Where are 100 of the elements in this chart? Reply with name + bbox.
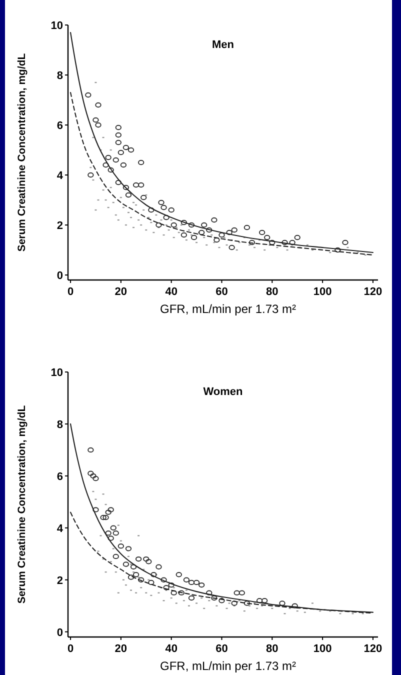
point — [115, 140, 122, 146]
point — [206, 590, 212, 596]
point — [264, 234, 270, 240]
point — [334, 247, 341, 253]
point — [108, 167, 114, 173]
text: Men — [212, 39, 234, 51]
point — [188, 580, 195, 586]
point — [218, 232, 225, 238]
point — [112, 157, 119, 163]
x-axis-title: GFR, mL/min per 1.73 m² — [160, 302, 296, 316]
y-tick-label: 6 — [56, 120, 63, 132]
point — [150, 572, 157, 578]
point — [130, 564, 137, 570]
point — [244, 224, 250, 230]
point — [156, 222, 162, 228]
point — [108, 507, 114, 512]
point — [206, 227, 212, 233]
point — [92, 507, 99, 512]
point — [118, 150, 124, 156]
point — [88, 172, 94, 178]
point — [143, 556, 150, 562]
point — [125, 192, 132, 198]
point — [112, 530, 119, 536]
point — [102, 514, 109, 520]
point — [163, 214, 170, 220]
point — [244, 600, 250, 606]
point — [183, 577, 190, 582]
point — [102, 162, 109, 168]
point — [180, 232, 188, 238]
point — [211, 595, 218, 601]
point — [198, 230, 205, 236]
x-tick-label: 120 — [364, 286, 382, 298]
point — [125, 546, 132, 552]
point — [132, 572, 140, 578]
x-tick-label: 100 — [313, 286, 332, 298]
point — [160, 204, 167, 210]
point — [115, 124, 122, 130]
y-tick-label: 6 — [56, 470, 63, 483]
y-tick-label: 8 — [56, 70, 63, 82]
point — [231, 227, 238, 233]
point — [269, 240, 276, 246]
point — [115, 132, 122, 138]
point — [85, 92, 92, 98]
point — [342, 240, 348, 246]
point — [105, 530, 112, 536]
point — [261, 598, 268, 604]
point — [148, 207, 154, 213]
text: Women — [203, 386, 244, 398]
point — [105, 154, 112, 160]
y-tick-label: 2 — [56, 574, 63, 587]
point — [258, 230, 266, 236]
y-tick-label: 10 — [50, 367, 63, 379]
point — [92, 476, 99, 482]
point — [198, 582, 205, 588]
point — [158, 200, 164, 206]
point — [92, 117, 99, 123]
x-tick-label: 40 — [165, 643, 178, 655]
point — [238, 590, 245, 596]
point — [138, 160, 144, 166]
point — [248, 240, 256, 246]
point — [160, 577, 167, 582]
point — [170, 590, 177, 596]
point — [148, 580, 154, 586]
point — [122, 144, 130, 150]
point — [95, 102, 102, 108]
y-tick-label: 10 — [50, 20, 63, 32]
point — [193, 580, 200, 586]
x-tick-label: 120 — [364, 643, 382, 655]
x-tick-label: 80 — [266, 286, 278, 298]
point — [88, 470, 94, 476]
point — [90, 473, 96, 479]
point — [156, 564, 162, 570]
point — [112, 554, 119, 560]
point — [234, 590, 240, 596]
point — [168, 582, 174, 588]
point — [118, 543, 124, 549]
point — [122, 184, 130, 190]
point — [122, 562, 130, 567]
x-tick-label: 20 — [114, 286, 128, 298]
y-tick-label: 2 — [56, 220, 63, 232]
point — [256, 598, 263, 604]
point — [180, 220, 188, 226]
point — [228, 244, 235, 250]
point — [231, 600, 238, 606]
point — [188, 595, 195, 601]
point — [214, 237, 220, 243]
x-tick-label: 40 — [165, 286, 178, 298]
point — [170, 222, 177, 228]
point — [218, 598, 225, 604]
point — [95, 122, 102, 128]
x-tick-label: 20 — [114, 643, 128, 655]
y-axis-title: Serum Creatinine Concentration, mg/dL — [16, 52, 28, 252]
point — [190, 234, 198, 240]
point — [120, 162, 127, 168]
point — [135, 556, 142, 562]
point — [178, 590, 185, 596]
point — [146, 559, 152, 564]
point — [128, 574, 134, 580]
x-tick-label: 0 — [67, 286, 74, 298]
point — [211, 217, 218, 223]
